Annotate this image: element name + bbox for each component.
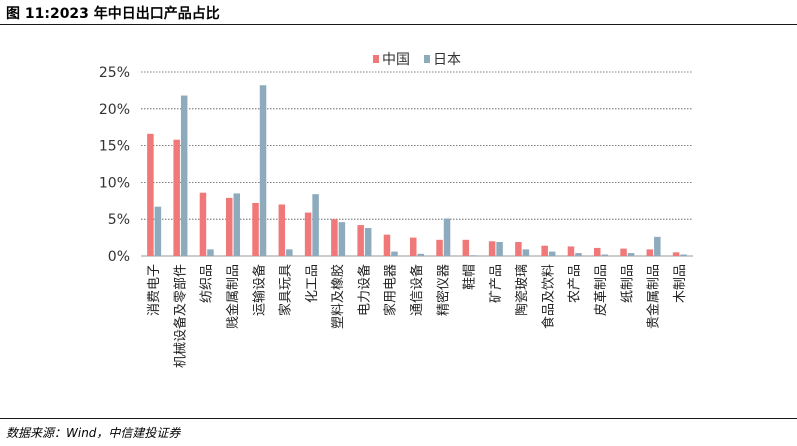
y-tick-label: 10%	[99, 175, 130, 191]
y-tick-label: 20%	[99, 102, 130, 118]
bar-japan	[680, 254, 687, 256]
legend-label: 日本	[433, 52, 461, 68]
y-tick-label: 25%	[99, 65, 130, 81]
y-tick-label: 0%	[108, 249, 130, 265]
x-tick-label: 家具玩具	[278, 264, 294, 316]
x-tick-label: 食品及饮料	[540, 264, 556, 329]
bar-china	[226, 197, 233, 256]
x-tick-label: 贱金属制品	[225, 264, 241, 329]
bar-japan	[154, 206, 162, 256]
bar-china	[252, 203, 259, 256]
x-tick-label: 家用电器	[383, 264, 399, 316]
x-tick-label: 通信设备	[409, 264, 425, 316]
bar-china	[567, 246, 575, 256]
bar-japan	[654, 236, 661, 256]
x-tick-label: 机械设备及零部件	[172, 264, 188, 368]
bar-china	[594, 247, 601, 256]
x-tick-label: 纺织品	[200, 264, 215, 303]
x-tick-label: 皮革制品	[594, 264, 609, 316]
bar-china	[147, 133, 154, 256]
bar-china	[515, 242, 522, 256]
x-tick-label: 纸制品	[620, 264, 635, 303]
x-axis-labels: 消费电子 机械设备及零部件 纺织品 贱金属制品 运输设备 家具玩具 化工品 塑料及橡胶 电力设备…	[147, 264, 688, 368]
bar-japan	[575, 253, 582, 256]
bar-japan	[601, 254, 608, 256]
x-tick-label: 贵金属制品	[646, 264, 662, 329]
bar-china	[331, 219, 338, 256]
bar-japan	[522, 249, 530, 256]
x-tick-label: 陶瓷玻璃	[514, 264, 530, 316]
x-tick-label: 塑料及橡胶	[330, 264, 346, 329]
bar-china	[383, 234, 391, 256]
gridlines	[141, 71, 693, 257]
legend-swatch	[424, 55, 430, 63]
bar-japan	[391, 251, 398, 256]
legend-swatch	[373, 55, 379, 63]
x-tick-label: 农产品	[568, 264, 583, 303]
x-tick-label: 精密仪器	[435, 264, 451, 316]
bottom-rule	[0, 418, 797, 419]
source-note: 数据来源：Wind，中信建投证券	[6, 426, 181, 440]
legend-label: 中国	[382, 52, 410, 68]
y-tick-label: 15%	[99, 139, 130, 155]
y-tick-label: 5%	[108, 212, 130, 228]
x-tick-label: 矿产品	[489, 264, 504, 303]
bar-china	[672, 252, 680, 256]
bar-china	[173, 139, 180, 256]
bar-japan	[233, 193, 240, 256]
bar-china	[278, 204, 286, 256]
bar-china	[199, 192, 207, 256]
bar-china	[410, 237, 417, 256]
legend: 中国 日本	[373, 52, 461, 68]
bar-japan	[364, 228, 372, 256]
bar-china	[462, 239, 470, 256]
y-axis-labels: 0% 5% 10% 15% 20% 25%	[99, 65, 130, 265]
bar-japan	[207, 249, 214, 256]
bar-china	[541, 245, 548, 256]
bar-china	[304, 212, 312, 256]
x-tick-label: 运输设备	[251, 264, 267, 316]
bar-japan	[417, 253, 424, 256]
bar-japan	[180, 95, 188, 256]
bar-japan	[259, 85, 267, 256]
bar-china	[436, 239, 443, 256]
bar-japan	[470, 255, 477, 256]
bar-japan	[286, 249, 293, 256]
x-tick-label: 消费电子	[147, 264, 162, 316]
x-tick-label: 木制品	[673, 264, 688, 303]
bar-japan	[338, 222, 346, 256]
x-tick-label: 鞋帽	[462, 264, 478, 290]
bar-japan	[443, 218, 451, 256]
bar-china	[646, 249, 654, 256]
bar-china	[357, 225, 364, 256]
bar-japan	[312, 194, 319, 256]
bars	[147, 85, 687, 256]
bar-china	[620, 248, 627, 256]
bar-japan	[496, 242, 503, 256]
x-tick-label: 化工品	[305, 264, 320, 303]
bar-japan	[548, 251, 556, 256]
bar-china	[488, 241, 496, 256]
x-tick-label: 电力设备	[356, 264, 372, 316]
figure-title: 图 11:2023 年中日出口产品占比	[6, 6, 220, 22]
bar-chart: 0% 5% 10% 15% 20% 25% 消费电子 机械设备及零部件 纺织品 贱金属制品 运输设…	[99, 52, 693, 368]
bar-japan	[627, 253, 635, 256]
top-rule	[0, 24, 797, 25]
